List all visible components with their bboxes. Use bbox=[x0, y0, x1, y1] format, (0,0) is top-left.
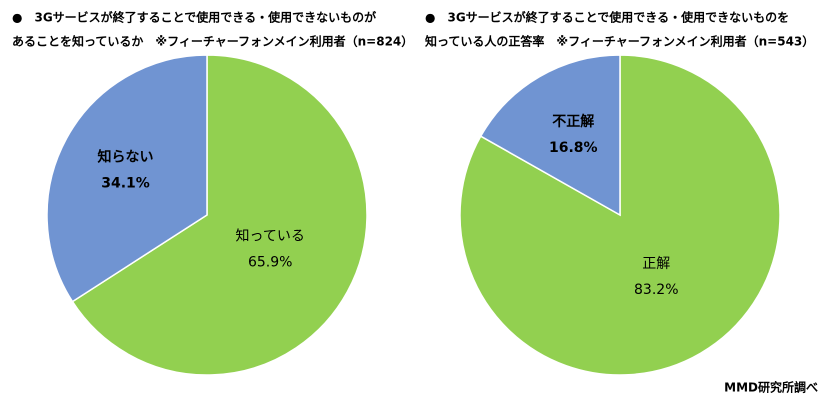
value-label: 34.1% bbox=[101, 176, 150, 192]
chart-title: ● 3Gサービスが終了することで使用できる・使用できないものが bbox=[12, 10, 376, 25]
slice-label: 不正解 bbox=[552, 113, 594, 130]
source: MMD研究所調べ bbox=[724, 380, 818, 395]
slice-label: 正解 bbox=[642, 256, 670, 272]
value-label: 65.9% bbox=[248, 254, 292, 270]
pie-slice bbox=[479, 54, 621, 217]
slice-label: 知っている bbox=[236, 227, 305, 244]
value-label: 16.8% bbox=[549, 140, 598, 156]
chart-title: 知っている人の正答率 ※フィーチャーフォンメイン利用者（n=543） bbox=[424, 34, 814, 49]
chart-title: あることを知っているか ※フィーチャーフォンメイン利用者（n=824） bbox=[12, 34, 413, 49]
pie-slice bbox=[46, 54, 208, 303]
pie-slice bbox=[71, 54, 368, 376]
value-label: 83.2% bbox=[634, 282, 678, 298]
chart-title: ● 3Gサービスが終了することで使用できる・使用できないものを bbox=[425, 10, 789, 25]
slice-label: 知らない bbox=[98, 149, 154, 166]
